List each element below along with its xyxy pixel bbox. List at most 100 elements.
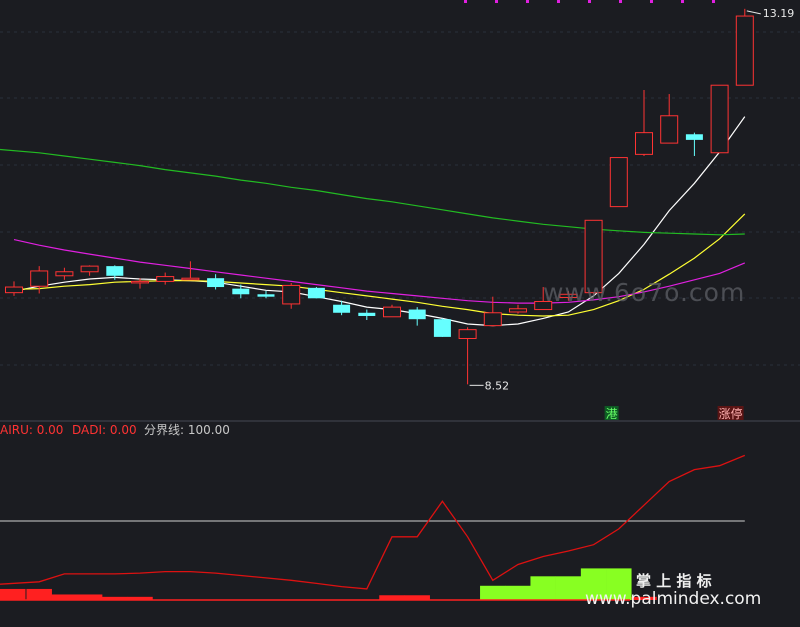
legend-item-3: 分界线: 100.00 bbox=[144, 423, 230, 437]
indicator-red-bar bbox=[102, 596, 128, 600]
candle bbox=[333, 300, 351, 316]
indicator-legend: AIRU: 0.00 DADI: 0.00 分界线: 100.00 bbox=[0, 423, 230, 437]
candle-body bbox=[5, 286, 23, 294]
candle-body bbox=[483, 312, 502, 327]
candle bbox=[483, 296, 502, 327]
candle bbox=[5, 281, 23, 296]
candle bbox=[685, 132, 703, 156]
candle-body bbox=[358, 312, 376, 316]
candle-body bbox=[710, 84, 729, 154]
candle-body bbox=[735, 15, 754, 86]
candle bbox=[131, 278, 149, 289]
candle-body bbox=[433, 319, 451, 337]
top-marker bbox=[464, 0, 467, 3]
indicator-red-bar bbox=[127, 596, 153, 600]
candle bbox=[458, 327, 477, 385]
candle bbox=[307, 287, 325, 299]
candle-body bbox=[635, 132, 653, 155]
indicator-red-bar bbox=[76, 594, 103, 600]
candle bbox=[408, 307, 426, 326]
candle-body bbox=[106, 266, 124, 276]
candle bbox=[181, 261, 200, 281]
badge-gang: 港 bbox=[606, 407, 618, 421]
candle-body bbox=[559, 293, 578, 298]
candle bbox=[559, 291, 578, 301]
candle bbox=[232, 284, 250, 299]
candle-body bbox=[383, 306, 401, 318]
candle bbox=[509, 304, 527, 314]
ma-line-3 bbox=[13, 239, 746, 304]
watermark-logo: 掌 上 指 标 bbox=[636, 572, 712, 590]
indicator-line bbox=[0, 454, 746, 590]
candle-body bbox=[333, 304, 351, 313]
candle-body bbox=[307, 287, 325, 299]
candle-body bbox=[660, 115, 679, 144]
top-marker bbox=[557, 0, 560, 3]
indicator-green-bar bbox=[606, 568, 632, 600]
candle bbox=[534, 287, 553, 311]
price-annotations: 13.19 8.52 港 涨停 bbox=[469, 7, 795, 421]
indicator-red-bar bbox=[631, 596, 657, 600]
candle-body bbox=[80, 265, 99, 273]
candle bbox=[584, 219, 603, 295]
watermark-mid: www.6o7o.com bbox=[543, 278, 745, 307]
indicator-red-bar bbox=[404, 595, 430, 600]
candle-body bbox=[131, 280, 149, 284]
candle bbox=[609, 157, 628, 208]
candle bbox=[433, 318, 451, 337]
top-marker bbox=[712, 0, 715, 3]
candle bbox=[207, 274, 225, 290]
badge-zhangting-bg bbox=[717, 406, 744, 420]
candle-body bbox=[534, 301, 553, 311]
indicator-panel bbox=[0, 454, 746, 601]
legend-item-1: AIRU: 0.00 bbox=[0, 423, 63, 437]
badge-gang-bg bbox=[604, 406, 619, 420]
ma-line-4 bbox=[0, 148, 745, 236]
candle-body bbox=[30, 270, 49, 287]
candle-body bbox=[609, 157, 628, 208]
candle bbox=[383, 304, 401, 318]
candle bbox=[358, 309, 376, 321]
top-marker bbox=[495, 0, 498, 3]
ma-line-1 bbox=[13, 116, 746, 327]
candle-body bbox=[207, 278, 225, 288]
low-price-label: 8.52 bbox=[485, 379, 510, 392]
candlestick-series bbox=[5, 8, 754, 385]
high-arrow bbox=[746, 10, 761, 15]
watermark-site: www.palmindex.com bbox=[585, 589, 761, 609]
top-marker bbox=[588, 0, 591, 3]
indicator-green-bar bbox=[480, 585, 506, 600]
candle-body bbox=[282, 284, 301, 305]
indicator-green-bar bbox=[580, 568, 607, 600]
candle-body bbox=[181, 277, 200, 281]
candle bbox=[106, 265, 124, 280]
indicator-red-bar bbox=[26, 588, 52, 600]
candle bbox=[710, 84, 729, 154]
candle-body bbox=[232, 288, 250, 295]
indicator-red-bar bbox=[51, 594, 78, 600]
top-marker bbox=[619, 0, 622, 3]
candle bbox=[635, 90, 653, 156]
legend-item-2: DADI: 0.00 bbox=[72, 423, 137, 437]
candle bbox=[735, 8, 754, 86]
indicator-green-bar bbox=[555, 576, 582, 600]
candle-body bbox=[685, 134, 703, 140]
badge-zhangting: 涨停 bbox=[719, 406, 743, 421]
candle bbox=[660, 94, 679, 144]
candle bbox=[156, 272, 175, 285]
candle bbox=[55, 267, 74, 280]
top-marker bbox=[681, 0, 684, 3]
indicator-green-bar bbox=[530, 576, 556, 600]
candle-body bbox=[584, 219, 603, 294]
indicator-red-bar bbox=[0, 588, 26, 600]
candle-body bbox=[257, 294, 275, 297]
candle-body bbox=[408, 309, 426, 320]
top-markers bbox=[464, 0, 715, 3]
indicator-green-bar bbox=[505, 585, 531, 600]
moving-average-lines bbox=[0, 116, 746, 327]
candle bbox=[282, 283, 301, 309]
high-price-label: 13.19 bbox=[763, 7, 795, 20]
indicator-red-bar bbox=[379, 595, 405, 600]
